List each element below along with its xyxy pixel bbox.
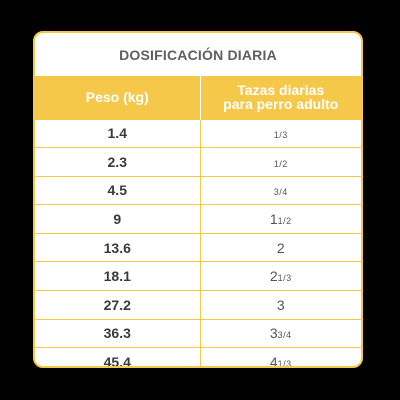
table-row: 13.6 2 xyxy=(35,232,361,262)
table-row: 4.5 3/4 xyxy=(35,175,361,205)
tazas-cell: 41/3 xyxy=(199,347,361,368)
tazas-fraction: 1/3 xyxy=(277,359,292,368)
table-row: 18.1 21/3 xyxy=(35,261,361,291)
header-tazas-line2: para perro adulto xyxy=(223,96,339,113)
tazas-fraction: 1/3 xyxy=(277,273,292,284)
tazas-whole: 3 xyxy=(276,296,285,313)
peso-cell: 18.1 xyxy=(35,261,200,291)
table-title: DOSIFICACIÓN DIARIA xyxy=(119,46,277,63)
peso-cell: 1.4 xyxy=(35,118,200,148)
tazas-cell: 3 xyxy=(199,290,361,320)
table-row: 36.3 33/4 xyxy=(35,318,361,348)
peso-cell: 2.3 xyxy=(35,147,200,177)
table-row: 1.4 1/3 xyxy=(35,118,361,148)
table-body: 1.4 1/3 2.3 1/2 4.5 3/4 9 11/2 13.6 2 18… xyxy=(35,118,361,368)
header-tazas-line1: Tazas diarias xyxy=(237,82,325,99)
table-row: 2.3 1/2 xyxy=(35,147,361,177)
tazas-fraction: 1/2 xyxy=(277,216,292,227)
table-row: 27.2 3 xyxy=(35,290,361,320)
tazas-cell: 21/3 xyxy=(199,261,361,291)
dosage-table: Peso (kg) Tazas diarias para perro adult… xyxy=(35,76,361,368)
peso-cell: 13.6 xyxy=(35,232,200,262)
tazas-cell: 2 xyxy=(199,232,361,262)
peso-cell: 36.3 xyxy=(35,318,200,348)
tazas-fraction: 1/2 xyxy=(273,158,288,169)
header-tazas: Tazas diarias para perro adulto xyxy=(199,76,361,119)
peso-cell: 27.2 xyxy=(35,290,200,320)
tazas-whole: 2 xyxy=(276,239,285,256)
tazas-cell: 11/2 xyxy=(199,204,361,234)
peso-cell: 4.5 xyxy=(35,175,200,205)
tazas-whole: 2 xyxy=(269,268,278,285)
table-row: 9 11/2 xyxy=(35,204,361,234)
tazas-whole: 4 xyxy=(269,354,278,368)
dosage-card: DOSIFICACIÓN DIARIA Peso (kg) Tazas diar… xyxy=(33,31,363,368)
peso-cell: 9 xyxy=(35,204,200,234)
table-row: 45.4 41/3 xyxy=(35,347,361,368)
tazas-whole: 1 xyxy=(269,211,278,228)
header-peso: Peso (kg) xyxy=(85,89,149,106)
peso-cell: 45.4 xyxy=(35,347,200,366)
tazas-cell: 1/3 xyxy=(199,118,361,148)
tazas-fraction: 1/3 xyxy=(273,130,288,141)
table-header-row: Peso (kg) Tazas diarias para perro adult… xyxy=(35,76,361,119)
tazas-whole: 3 xyxy=(269,325,278,342)
tazas-cell: 33/4 xyxy=(199,318,361,348)
tazas-fraction: 3/4 xyxy=(273,187,288,198)
tazas-fraction: 3/4 xyxy=(277,330,292,341)
tazas-cell: 1/2 xyxy=(199,147,361,177)
tazas-cell: 3/4 xyxy=(199,175,361,205)
